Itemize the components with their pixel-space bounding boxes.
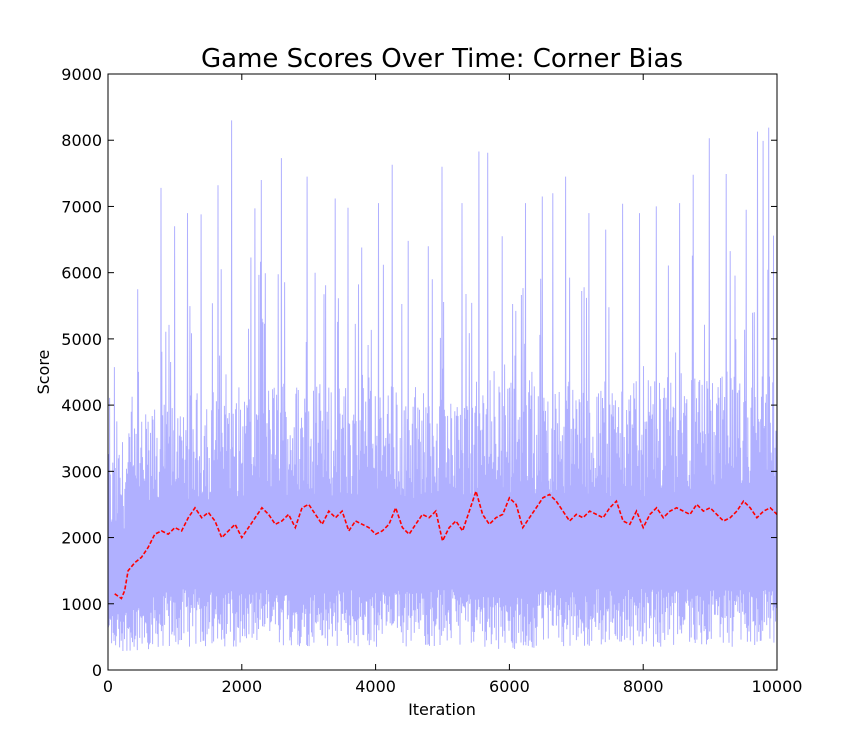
y-tick-label: 9000 bbox=[61, 65, 102, 84]
y-tick-label: 0 bbox=[92, 661, 102, 680]
y-tick-label: 2000 bbox=[61, 529, 102, 548]
x-tick-label: 10000 bbox=[752, 677, 803, 696]
y-tick-label: 5000 bbox=[61, 330, 102, 349]
raw-scores-line bbox=[108, 120, 777, 651]
y-tick-label: 6000 bbox=[61, 264, 102, 283]
x-tick-label: 0 bbox=[103, 677, 113, 696]
x-tick-label: 2000 bbox=[221, 677, 262, 696]
x-tick-label: 8000 bbox=[623, 677, 664, 696]
x-tick-label: 6000 bbox=[489, 677, 530, 696]
x-axis: 0 2000 4000 6000 8000 10000 bbox=[103, 74, 803, 696]
y-tick-label: 1000 bbox=[61, 595, 102, 614]
plot-area bbox=[108, 120, 777, 651]
y-tick-label: 8000 bbox=[61, 131, 102, 150]
raw-scores-series bbox=[108, 120, 777, 651]
x-axis-label: Iteration bbox=[408, 700, 476, 719]
y-tick-label: 3000 bbox=[61, 462, 102, 481]
y-tick-label: 7000 bbox=[61, 197, 102, 216]
y-axis-label: Score bbox=[34, 350, 53, 395]
x-tick-label: 4000 bbox=[355, 677, 396, 696]
chart-title: Game Scores Over Time: Corner Bias bbox=[201, 44, 683, 74]
y-tick-label: 4000 bbox=[61, 396, 102, 415]
